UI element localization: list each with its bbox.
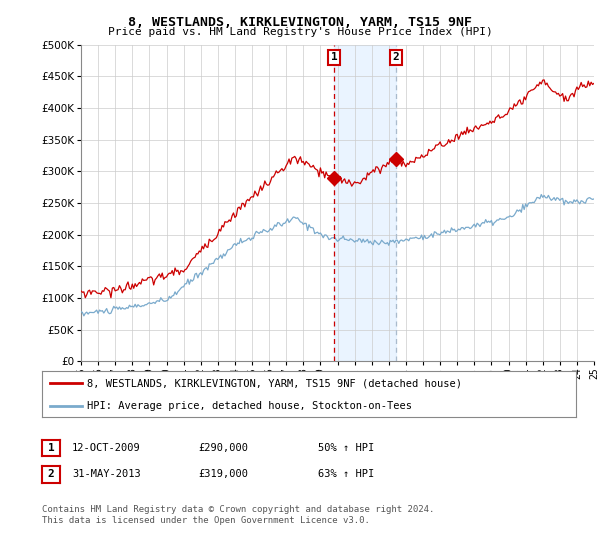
Text: Contains HM Land Registry data © Crown copyright and database right 2024.
This d: Contains HM Land Registry data © Crown c… [42,505,434,525]
Text: 1: 1 [331,53,337,63]
Text: 63% ↑ HPI: 63% ↑ HPI [318,469,374,479]
Text: 50% ↑ HPI: 50% ↑ HPI [318,443,374,453]
Text: £290,000: £290,000 [198,443,248,453]
Text: 1: 1 [47,443,55,453]
Text: HPI: Average price, detached house, Stockton-on-Tees: HPI: Average price, detached house, Stoc… [88,401,412,411]
Text: 12-OCT-2009: 12-OCT-2009 [72,443,141,453]
Text: 8, WESTLANDS, KIRKLEVINGTON, YARM, TS15 9NF (detached house): 8, WESTLANDS, KIRKLEVINGTON, YARM, TS15 … [88,378,463,388]
Text: 31-MAY-2013: 31-MAY-2013 [72,469,141,479]
Text: £319,000: £319,000 [198,469,248,479]
Text: 8, WESTLANDS, KIRKLEVINGTON, YARM, TS15 9NF: 8, WESTLANDS, KIRKLEVINGTON, YARM, TS15 … [128,16,472,29]
Text: 2: 2 [47,469,55,479]
Text: Price paid vs. HM Land Registry's House Price Index (HPI): Price paid vs. HM Land Registry's House … [107,27,493,37]
Bar [334,45,396,361]
Text: 2: 2 [392,53,400,63]
